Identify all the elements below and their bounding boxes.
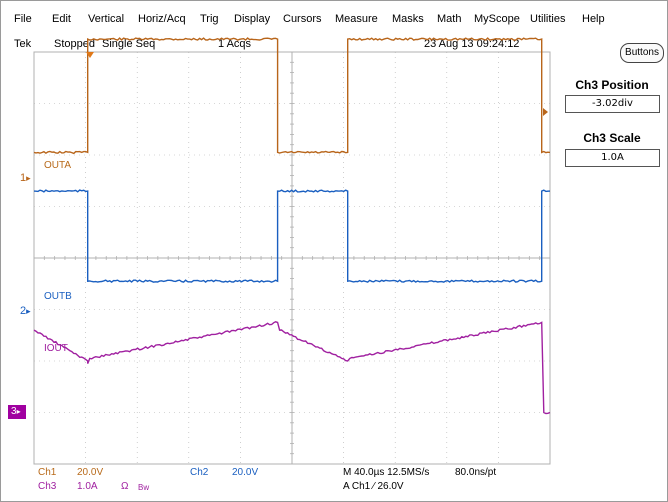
bandwidth-limit-badge: Bw <box>138 483 150 492</box>
ch1-trace-label: OUTA <box>44 160 72 171</box>
ch3-readout-name[interactable]: Ch3 <box>38 481 57 492</box>
trigger-level-icon <box>543 108 548 116</box>
ch2-ground-marker[interactable]: 2▸ <box>20 305 31 317</box>
ch1-marker-label: 1 <box>20 172 27 184</box>
menu-masks[interactable]: Masks <box>392 13 424 25</box>
menu-bar: File Edit Vertical Horiz/Acq Trig Displa… <box>0 13 668 31</box>
ch3-trace-label: IOUT <box>44 343 68 354</box>
datetime: 23 Aug 13 09:24:12 <box>424 38 520 50</box>
ohm-icon: Ω <box>121 481 129 492</box>
buttons-button[interactable]: Buttons <box>620 43 664 63</box>
run-state: Stopped <box>54 38 95 50</box>
brand-label: Tek <box>14 38 32 50</box>
menu-edit[interactable]: Edit <box>52 13 71 25</box>
menu-vertical[interactable]: Vertical <box>88 13 125 25</box>
menu-horiz-acq[interactable]: Horiz/Acq <box>138 13 186 25</box>
ch3-position-title: Ch3 Position <box>575 78 649 92</box>
ch3-marker-label: 3 <box>11 406 17 417</box>
ch1-trace <box>33 37 551 155</box>
ch2-marker-label: 2 <box>20 305 27 317</box>
ch3-scale-title: Ch3 Scale <box>583 131 641 145</box>
ch1-readout-name[interactable]: Ch1 <box>38 467 57 478</box>
ch3-readout-scale[interactable]: 1.0A <box>77 481 98 492</box>
resolution-readout: 80.0ns/pt <box>455 467 497 478</box>
menu-display[interactable]: Display <box>234 13 271 25</box>
trigger-readout[interactable]: A Ch1 ⁄ 26.0V <box>343 481 404 492</box>
ch1-readout-scale[interactable]: 20.0V <box>77 467 104 478</box>
menu-myscope[interactable]: MyScope <box>474 13 520 25</box>
ch1-ground-marker[interactable]: 1▸ <box>20 172 31 184</box>
status-bar: Tek Stopped Single Seq 1 Acqs 23 Aug 13 … <box>0 38 560 52</box>
arrow-right-icon: ▸ <box>26 306 31 316</box>
ch3-ground-marker[interactable]: 3▸ <box>8 405 26 419</box>
ch3-trace <box>33 321 551 415</box>
ch2-trace-label: OUTB <box>44 291 72 302</box>
menu-measure[interactable]: Measure <box>335 13 378 25</box>
ch2-readout-name[interactable]: Ch2 <box>190 467 209 478</box>
menu-utilities[interactable]: Utilities <box>530 13 566 25</box>
ch3-position-field[interactable]: -3.02div <box>565 95 660 113</box>
waveform-traces <box>33 37 551 415</box>
timebase-readout[interactable]: M 40.0µs 12.5MS/s <box>343 467 430 478</box>
menu-file[interactable]: File <box>14 13 32 25</box>
acq-count: 1 Acqs <box>218 38 252 50</box>
arrow-right-icon: ▸ <box>16 407 21 416</box>
menu-help[interactable]: Help <box>582 13 605 25</box>
ch2-trace <box>33 189 551 283</box>
arrow-right-icon: ▸ <box>26 173 31 183</box>
menu-math[interactable]: Math <box>437 13 462 25</box>
ch2-readout-scale[interactable]: 20.0V <box>232 467 259 478</box>
graticule <box>33 51 551 465</box>
trigger-position-icon <box>86 52 94 58</box>
ch3-scale-field[interactable]: 1.0A <box>565 149 660 167</box>
menu-trig[interactable]: Trig <box>200 13 219 25</box>
menu-cursors[interactable]: Cursors <box>283 13 322 25</box>
acq-mode: Single Seq <box>102 38 156 50</box>
